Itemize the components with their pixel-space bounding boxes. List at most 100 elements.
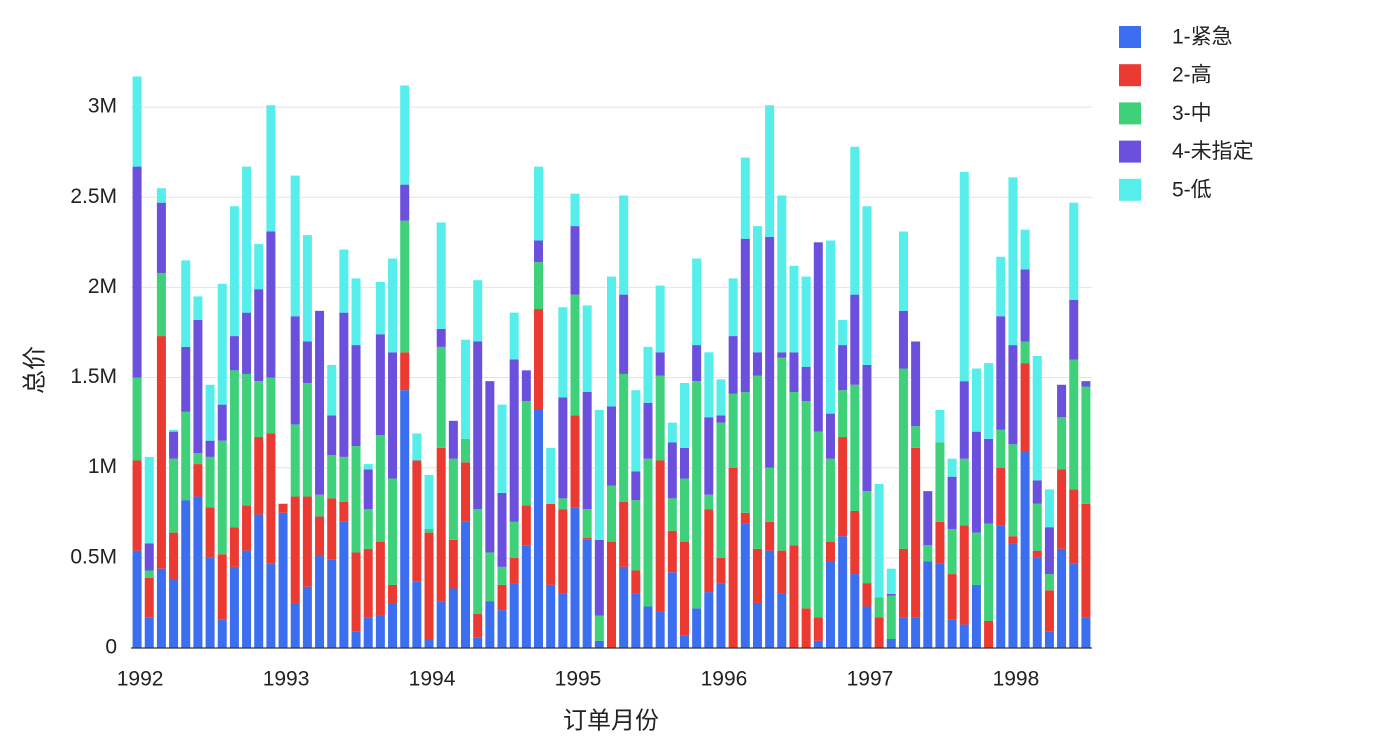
bar-segment: [765, 105, 775, 237]
bar-segment: [205, 557, 215, 648]
bar-segment: [193, 453, 203, 465]
bar-segment: [1020, 363, 1030, 452]
bar-segment: [400, 85, 410, 185]
bar-segment: [461, 521, 471, 648]
x-tick-label: 1993: [263, 668, 310, 691]
bar-segment: [400, 184, 410, 221]
bar-segment: [181, 260, 191, 347]
bar-segment: [813, 242, 823, 432]
bar-segment: [448, 588, 458, 648]
bar-segment: [728, 467, 738, 648]
bar-segment: [1081, 503, 1091, 618]
bar-segment: [509, 583, 519, 648]
bar-segment: [947, 619, 957, 648]
bar-segment: [193, 296, 203, 320]
bar-segment: [619, 294, 629, 374]
bar-segment: [485, 552, 495, 602]
bar-segment: [375, 435, 385, 542]
bar-segment: [752, 602, 762, 648]
bar-segment: [862, 206, 872, 365]
bar-segment: [606, 406, 617, 486]
bar-segment: [473, 637, 483, 648]
bar-segment: [156, 188, 166, 203]
bar-segment: [424, 474, 434, 530]
bar-segment: [1044, 489, 1054, 528]
bar-segment: [716, 415, 726, 423]
bar-segment: [935, 410, 945, 443]
bar-segment: [959, 172, 969, 382]
bar-segment: [898, 231, 908, 311]
bar-segment: [217, 404, 227, 441]
bar-segment: [327, 364, 337, 416]
bar-segment: [801, 276, 811, 367]
bar-segment: [351, 345, 361, 447]
bar-segment: [1069, 300, 1079, 360]
y-tick-label: 1M: [88, 455, 117, 478]
y-tick-label: 0.5M: [70, 545, 117, 568]
bar-segment: [400, 220, 410, 353]
bar-segment: [558, 307, 568, 398]
bar-segment: [169, 458, 179, 533]
x-tick-label: 1996: [701, 668, 748, 691]
bar-segment: [497, 584, 507, 611]
bar-segment: [181, 500, 191, 648]
bar-segment: [679, 541, 689, 636]
bar-segment: [509, 557, 519, 584]
bar-segment: [400, 390, 410, 648]
bar-segment: [266, 231, 276, 378]
bar-segment: [558, 498, 568, 510]
bar-segment: [959, 624, 969, 648]
bar-segment: [242, 505, 252, 551]
bar-segment: [1008, 345, 1018, 445]
bar-segment: [156, 202, 166, 273]
bar-segment: [290, 424, 300, 497]
bar-segment: [874, 617, 884, 648]
bar-segment: [132, 377, 142, 461]
bar-segment: [692, 258, 702, 346]
bar-segment: [485, 381, 495, 553]
x-axis-title: 订单月份: [563, 707, 659, 734]
bar-segment: [229, 527, 239, 567]
bar-segment: [911, 341, 921, 427]
bar-segment: [752, 352, 762, 376]
bar-segment: [789, 391, 799, 546]
bar-segment: [351, 446, 361, 553]
bar-segment: [1020, 451, 1030, 648]
bar-segment: [509, 312, 519, 360]
bar-segment: [740, 512, 750, 524]
bar-segment: [229, 566, 239, 648]
bar-segment: [217, 554, 227, 620]
bar-segment: [667, 442, 677, 499]
bar-segment: [412, 433, 422, 461]
bar-segment: [570, 193, 580, 227]
bar-segment: [521, 370, 531, 401]
bar-segment: [947, 476, 957, 530]
bar-segment: [1081, 381, 1091, 387]
bar-segment: [193, 496, 203, 648]
bar-segment: [254, 244, 264, 290]
bar-segment: [1057, 469, 1067, 549]
bar-segment: [996, 525, 1006, 648]
bar-segment: [777, 352, 787, 358]
bar-segment: [1032, 480, 1042, 504]
bar-segment: [1044, 631, 1054, 648]
bar-segment: [984, 620, 994, 648]
bar-segment: [594, 615, 604, 641]
bar-segment: [667, 530, 677, 573]
bar-segment: [339, 249, 349, 313]
bar-segment: [777, 593, 787, 648]
bar-segment: [278, 503, 288, 513]
bar-segment: [631, 570, 641, 594]
bar-segment: [777, 357, 787, 551]
bar-segment: [169, 532, 179, 580]
bar-segment: [655, 352, 665, 376]
bar-segment: [704, 352, 714, 418]
bar-segment: [290, 602, 300, 648]
bar-segment: [327, 415, 337, 456]
bar-segment: [850, 294, 860, 385]
bar-segment: [643, 458, 653, 607]
bar-segment: [716, 422, 726, 558]
bar-segment: [862, 583, 872, 607]
bar-segment: [363, 464, 373, 470]
bar-segment: [534, 309, 544, 411]
